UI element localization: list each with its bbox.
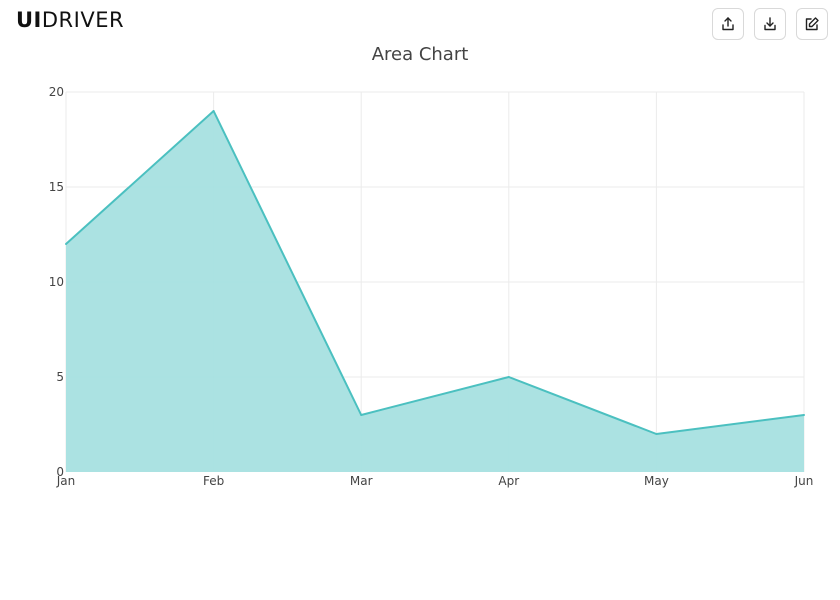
x-tick-label: Mar bbox=[350, 474, 373, 488]
y-tick-label: 5 bbox=[56, 370, 64, 384]
download-button[interactable] bbox=[754, 8, 786, 40]
share-button[interactable] bbox=[712, 8, 744, 40]
y-tick-label: 10 bbox=[49, 275, 64, 289]
data-point bbox=[212, 110, 215, 112]
series-line bbox=[65, 110, 805, 435]
y-tick-label: 0 bbox=[56, 465, 64, 479]
area-fill bbox=[66, 111, 804, 472]
data-point bbox=[65, 243, 67, 245]
data-point bbox=[803, 414, 805, 416]
edit-button[interactable] bbox=[796, 8, 828, 40]
data-point bbox=[507, 376, 510, 378]
chart-title: Area Chart bbox=[371, 44, 469, 65]
logo-ui-text: UI bbox=[16, 8, 42, 32]
data-point bbox=[655, 433, 658, 435]
x-tick-label: May bbox=[644, 474, 669, 488]
x-tick-label: Jan bbox=[56, 474, 76, 488]
x-tick-label: Jun bbox=[794, 474, 814, 488]
chart-toolbar bbox=[712, 8, 828, 40]
edit-icon bbox=[805, 17, 819, 31]
y-tick-label: 20 bbox=[49, 85, 64, 99]
data-point bbox=[360, 414, 363, 416]
download-icon bbox=[764, 17, 776, 31]
x-tick-label: Feb bbox=[203, 474, 224, 488]
x-tick-label: Apr bbox=[498, 474, 519, 488]
share-icon bbox=[722, 17, 734, 31]
logo-driver-text: DRIVER bbox=[41, 8, 125, 32]
brand-logo: UIDRIVER bbox=[16, 8, 124, 32]
y-tick-label: 15 bbox=[49, 180, 64, 194]
